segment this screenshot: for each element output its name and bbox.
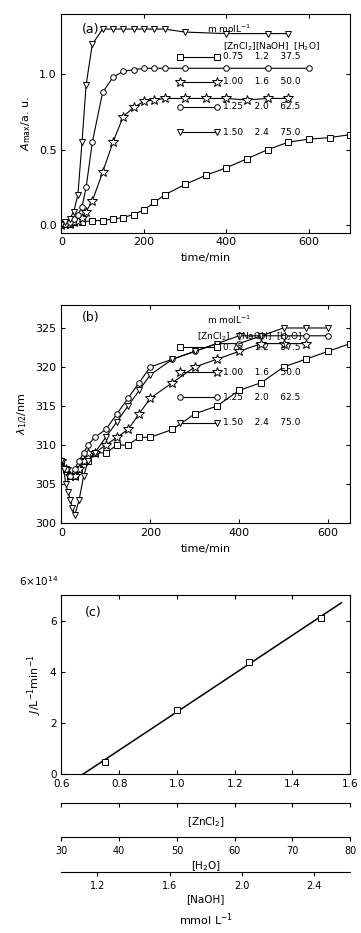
Text: 1.25    2.0    62.5: 1.25 2.0 62.5: [223, 393, 300, 402]
Text: (b): (b): [82, 311, 99, 324]
Y-axis label: $A_\mathrm{max}$/a. u.: $A_\mathrm{max}$/a. u.: [19, 96, 33, 150]
X-axis label: time/min: time/min: [181, 544, 231, 553]
Text: 1.50    2.4    75.0: 1.50 2.4 75.0: [223, 418, 300, 427]
X-axis label: [NaOH]: [NaOH]: [187, 894, 225, 904]
Text: 1.00    1.6    50.0: 1.00 1.6 50.0: [223, 77, 301, 86]
Y-axis label: $J$/L$^{-1}$min$^{-1}$: $J$/L$^{-1}$min$^{-1}$: [26, 654, 44, 715]
Text: (a): (a): [82, 22, 99, 35]
Y-axis label: $\lambda_{1/2}$/nm: $\lambda_{1/2}$/nm: [16, 393, 30, 435]
X-axis label: [ZnCl$_2$]: [ZnCl$_2$]: [187, 815, 225, 829]
Text: [ZnCl$_2$]   [NaOH]  [H$_2$O]: [ZnCl$_2$] [NaOH] [H$_2$O]: [197, 331, 303, 343]
X-axis label: time/min: time/min: [181, 253, 231, 263]
Text: 1.50    2.4    75.0: 1.50 2.4 75.0: [223, 128, 300, 136]
Text: m molL$^{-1}$: m molL$^{-1}$: [207, 22, 251, 35]
Text: 0.75    1.2    37.5: 0.75 1.2 37.5: [223, 342, 301, 352]
X-axis label: [H$_2$O]: [H$_2$O]: [191, 858, 221, 872]
Text: 1.25    2.0    62.5: 1.25 2.0 62.5: [223, 103, 300, 111]
Text: (c): (c): [84, 606, 101, 619]
Text: 1.00    1.6    50.0: 1.00 1.6 50.0: [223, 368, 301, 377]
Text: m molL$^{-1}$: m molL$^{-1}$: [207, 313, 251, 326]
Text: mmol L$^{-1}$: mmol L$^{-1}$: [179, 912, 233, 928]
Text: [ZnCl$_2$][NaOH]  [H$_2$O]: [ZnCl$_2$][NaOH] [H$_2$O]: [223, 40, 320, 53]
Text: $6{\times}10^{14}$: $6{\times}10^{14}$: [19, 574, 58, 588]
Text: 0.75    1.2    37.5: 0.75 1.2 37.5: [223, 52, 301, 62]
